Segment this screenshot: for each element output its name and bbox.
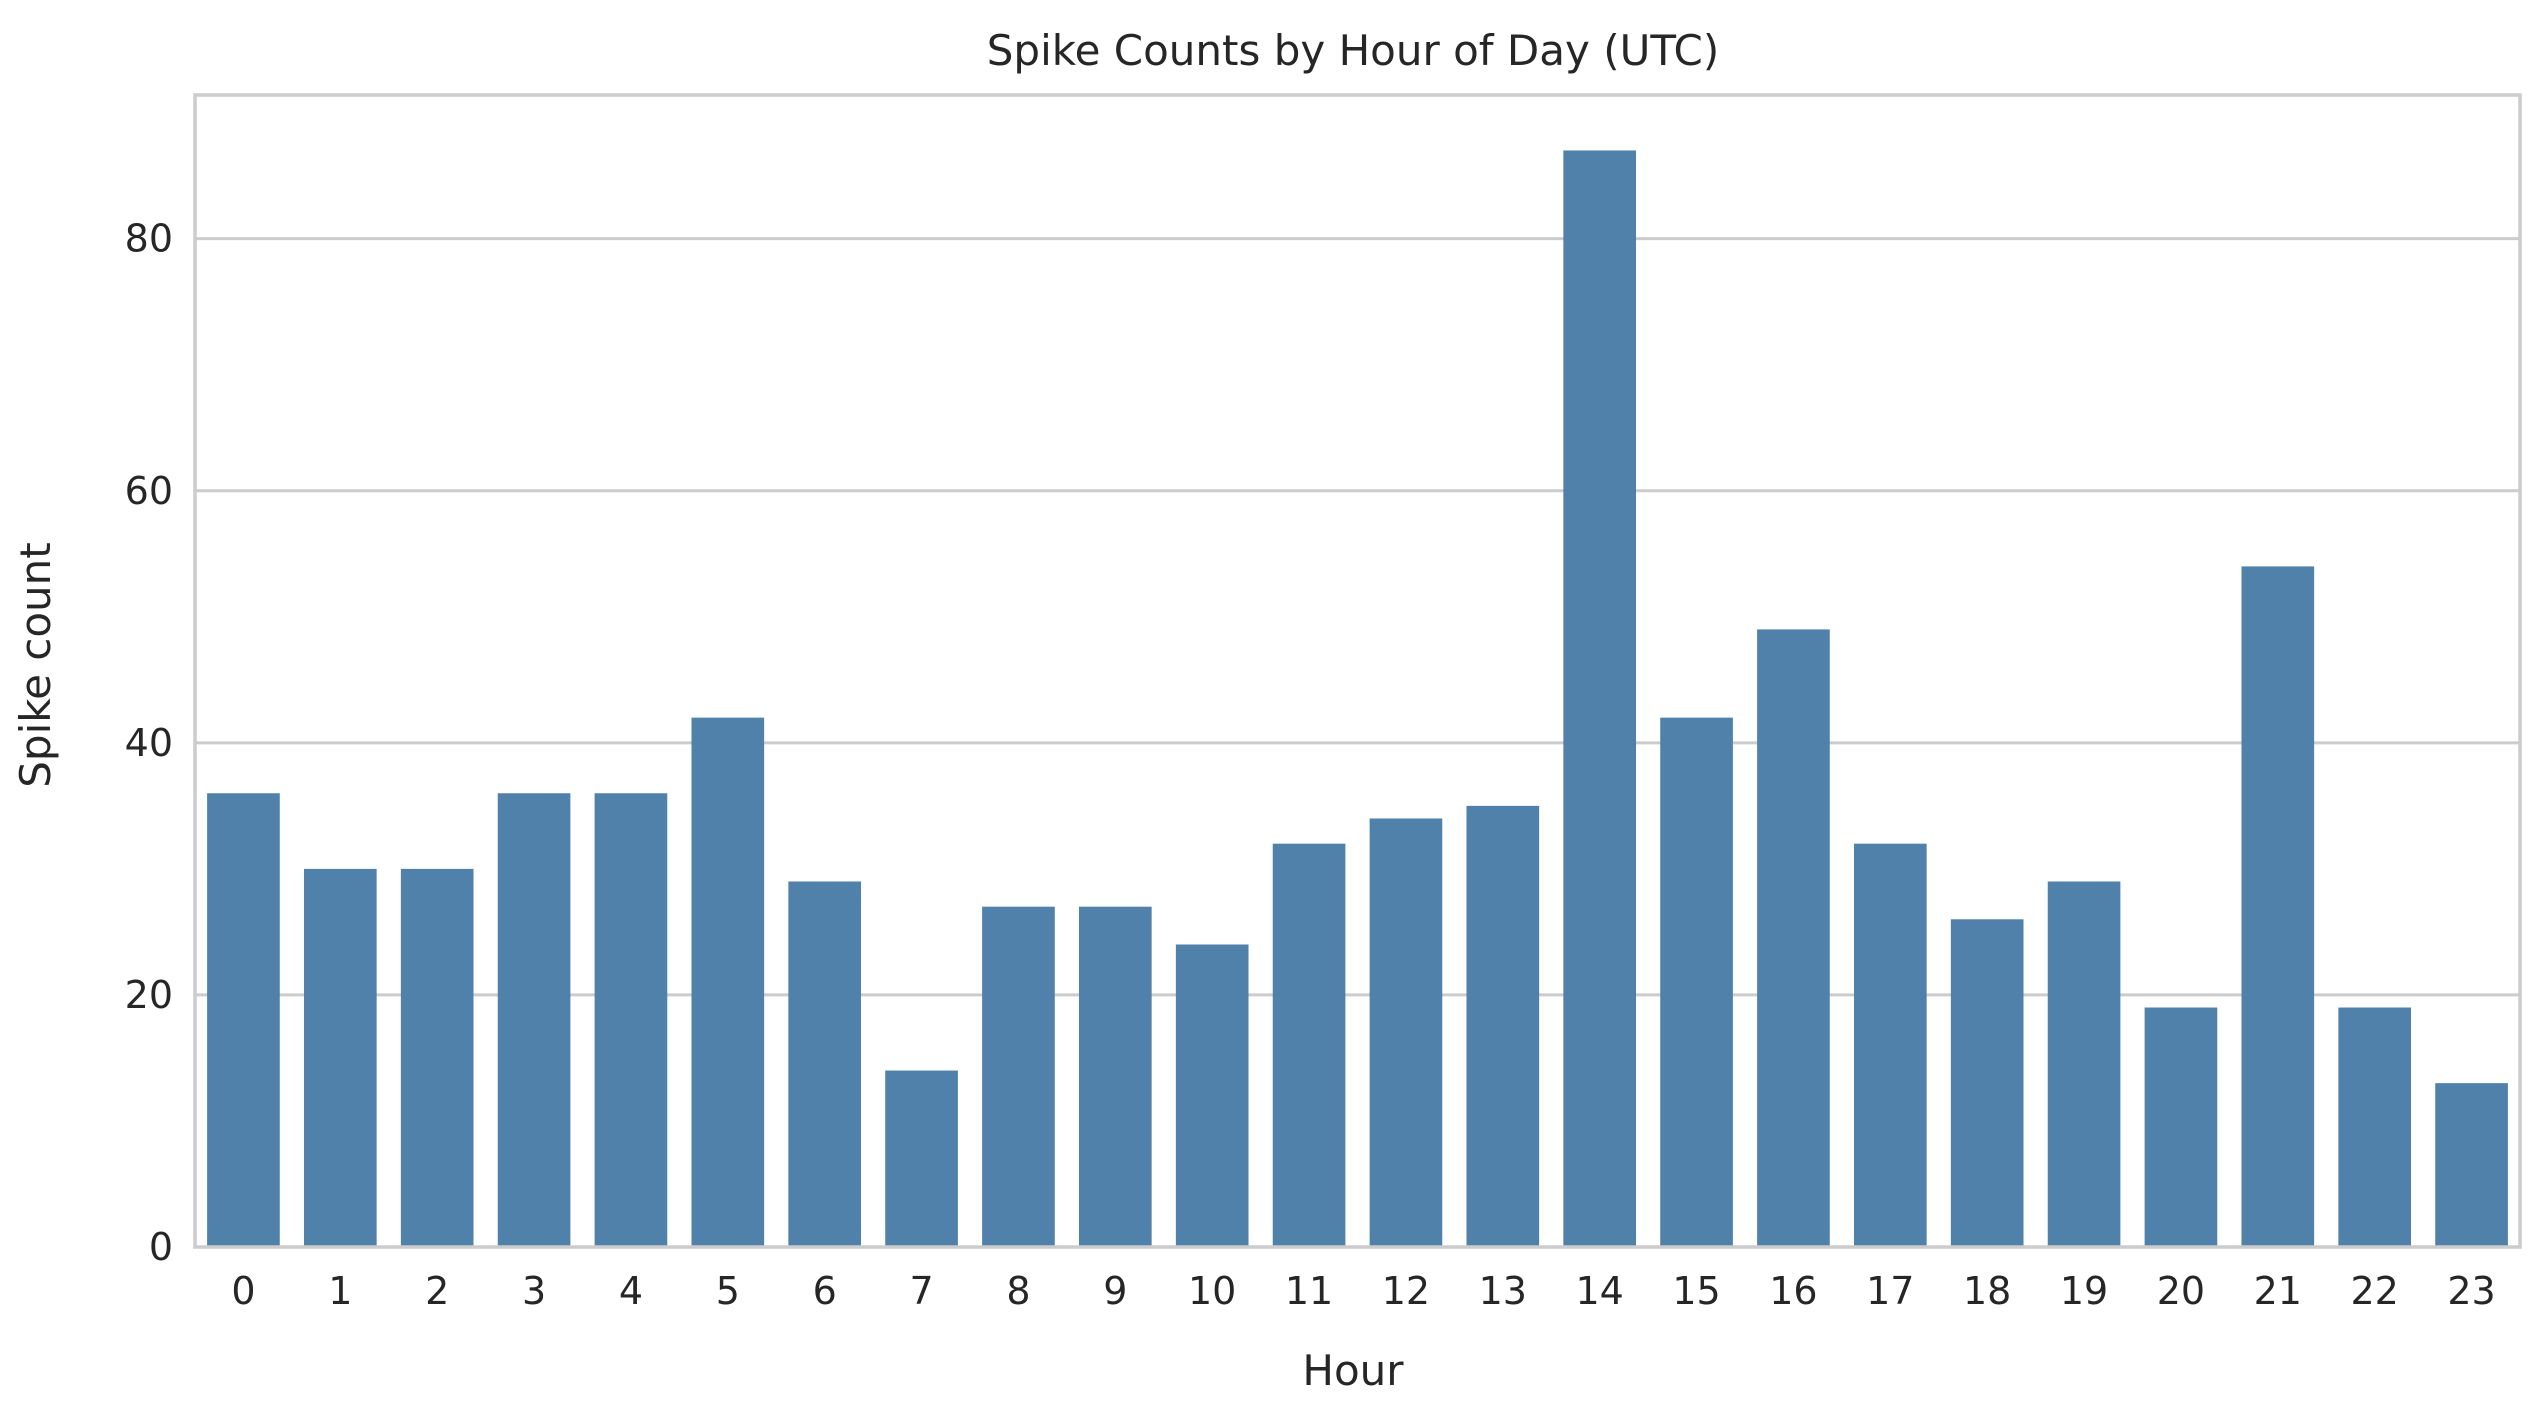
bar-hour-14 xyxy=(1563,150,1637,1248)
bar-hour-12 xyxy=(1369,818,1443,1247)
x-tick-label: 15 xyxy=(1672,1269,1720,1313)
x-tick-label: 9 xyxy=(1103,1269,1127,1313)
bar-hour-6 xyxy=(788,881,862,1247)
bar-hour-3 xyxy=(497,793,571,1247)
x-tick-label: 1 xyxy=(328,1269,352,1313)
y-tick-labels: 0 20 40 60 80 xyxy=(125,217,173,1269)
x-tick-label: 22 xyxy=(2351,1269,2399,1313)
x-tick-label: 3 xyxy=(522,1269,546,1313)
bar-hour-9 xyxy=(1078,906,1152,1247)
y-tick-label: 60 xyxy=(125,469,173,513)
y-tick-label: 20 xyxy=(125,973,173,1017)
bar-hour-23 xyxy=(2435,1083,2508,1247)
x-tick-label: 2 xyxy=(425,1269,449,1313)
bar-hour-8 xyxy=(982,906,1055,1247)
bar-hour-5 xyxy=(691,717,765,1247)
x-tick-label: 16 xyxy=(1769,1269,1817,1313)
x-tick-label: 13 xyxy=(1479,1269,1527,1313)
bar-hour-22 xyxy=(2338,1007,2412,1247)
bar-hour-17 xyxy=(1853,843,1927,1247)
x-tick-label: 14 xyxy=(1576,1269,1624,1313)
bar-hour-11 xyxy=(1272,843,1346,1247)
bar-hour-2 xyxy=(400,868,474,1247)
x-tick-label: 12 xyxy=(1382,1269,1430,1313)
x-tick-label: 6 xyxy=(813,1269,837,1313)
y-tick-label: 80 xyxy=(125,217,173,261)
x-tick-label: 21 xyxy=(2254,1269,2302,1313)
x-tick-label: 20 xyxy=(2157,1269,2205,1313)
bar-hour-15 xyxy=(1660,717,1733,1247)
bar-hour-10 xyxy=(1175,944,1249,1247)
y-tick-label: 0 xyxy=(149,1225,173,1269)
y-axis-label: Spike count xyxy=(11,542,60,788)
x-tick-label: 0 xyxy=(231,1269,255,1313)
x-tick-label: 10 xyxy=(1188,1269,1236,1313)
bar-hour-13 xyxy=(1466,805,1540,1247)
bar-hour-19 xyxy=(2047,881,2121,1247)
x-tick-label: 18 xyxy=(1963,1269,2011,1313)
x-tick-labels: 0 1 2 3 4 5 6 7 8 9 10 11 12 13 14 15 16 17 18 19 20 21 22 23 xyxy=(231,1269,2495,1313)
x-tick-label: 5 xyxy=(716,1269,740,1313)
bar-hour-21 xyxy=(2241,566,2315,1247)
plot-frame xyxy=(193,93,2522,1249)
x-tick-label: 19 xyxy=(2060,1269,2108,1313)
x-tick-label: 23 xyxy=(2447,1269,2495,1313)
bar-hour-7 xyxy=(885,1070,958,1247)
bar-hour-18 xyxy=(1950,919,2024,1247)
x-tick-label: 11 xyxy=(1285,1269,1333,1313)
x-axis-label: Hour xyxy=(1302,1346,1404,1395)
y-tick-label: 40 xyxy=(125,721,173,765)
x-tick-label: 7 xyxy=(909,1269,933,1313)
chart-title: Spike Counts by Hour of Day (UTC) xyxy=(987,26,1720,75)
bars xyxy=(207,150,2508,1248)
x-tick-label: 8 xyxy=(1006,1269,1030,1313)
bar-hour-0 xyxy=(207,793,280,1247)
bar-hour-4 xyxy=(594,793,668,1247)
bar-hour-20 xyxy=(2144,1007,2218,1247)
x-tick-label: 4 xyxy=(619,1269,643,1313)
bar-hour-16 xyxy=(1757,629,1830,1247)
x-tick-label: 17 xyxy=(1866,1269,1914,1313)
bar-hour-1 xyxy=(303,868,377,1247)
